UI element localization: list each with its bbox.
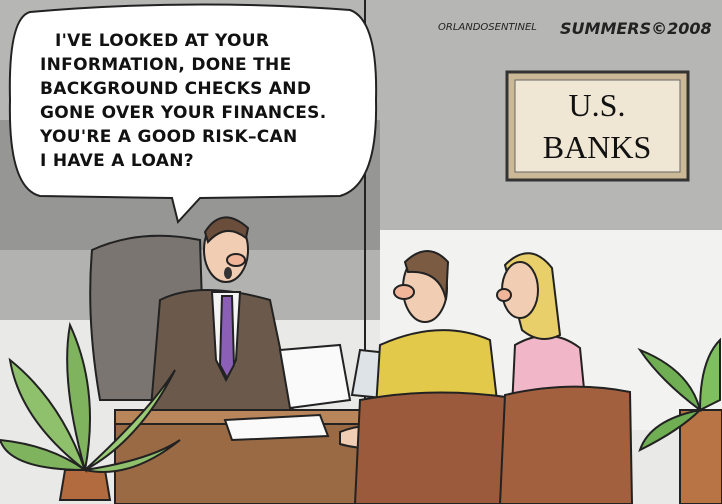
left-plant-part xyxy=(84,369,176,471)
right-plant-part xyxy=(679,409,722,504)
chairs-part xyxy=(498,385,634,504)
left-plant-part xyxy=(66,321,91,471)
left-plant-part xyxy=(84,439,181,473)
desk-part xyxy=(278,343,352,410)
left-plant-part xyxy=(0,438,89,472)
left-plant xyxy=(0,321,181,501)
sign-line: BANKS xyxy=(543,129,651,165)
banker-part xyxy=(226,253,246,267)
sign-line: U.S. xyxy=(569,87,626,123)
banker-part xyxy=(203,216,250,244)
left-plant-part xyxy=(58,469,112,501)
right-plant xyxy=(637,337,722,504)
bubble-line: I HAVE A LOAN? xyxy=(40,151,194,171)
signature: SUMMERS©2008 xyxy=(560,19,712,38)
bubble-line: INFORMATION, DONE THE xyxy=(40,55,292,75)
right-plant-part xyxy=(637,347,702,413)
bubble-line: BACKGROUND CHECKS AND xyxy=(40,79,311,99)
sign: U.S. BANKS xyxy=(505,70,690,182)
left-plant-part xyxy=(8,357,88,473)
desk-part xyxy=(223,413,330,442)
man-customer-part xyxy=(403,250,450,301)
credit: ORLANDOSENTINEL SUMMERS©2008 xyxy=(438,19,712,38)
banker xyxy=(89,216,297,421)
bubble-line: GONE OVER YOUR FINANCES. xyxy=(40,103,326,123)
banker-part xyxy=(224,267,232,279)
chairs xyxy=(353,385,634,504)
right-plant-part xyxy=(638,408,704,452)
sign-part xyxy=(514,79,681,173)
bubble-line: YOU'RE A GOOD RISK–CAN xyxy=(39,127,298,147)
publication: ORLANDOSENTINEL xyxy=(438,22,537,33)
right-plant-part xyxy=(698,337,721,412)
speech-bubble: I'VE LOOKED AT YOUR INFORMATION, DONE TH… xyxy=(8,3,378,225)
man-customer-part xyxy=(393,284,415,300)
banker-part xyxy=(218,295,236,381)
woman-customer-part xyxy=(496,288,512,302)
speech-bubble-part xyxy=(8,3,378,225)
bubble-line: I'VE LOOKED AT YOUR xyxy=(55,31,269,51)
